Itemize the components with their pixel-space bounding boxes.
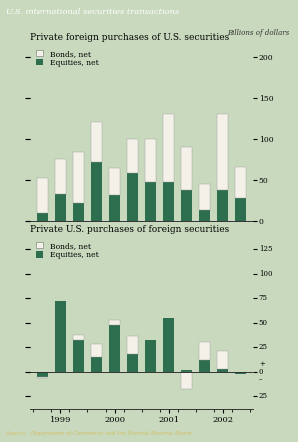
Text: Private foreign purchases of U.S. securities: Private foreign purchases of U.S. securi… bbox=[30, 33, 229, 42]
Bar bbox=[37, 372, 48, 377]
Text: Private U.S. purchases of foreign securities: Private U.S. purchases of foreign securi… bbox=[30, 225, 229, 234]
Text: U.S. international securities transactions: U.S. international securities transactio… bbox=[6, 8, 179, 16]
Bar bbox=[55, 159, 66, 194]
Bar bbox=[235, 372, 246, 373]
Bar bbox=[109, 194, 120, 221]
Bar bbox=[163, 114, 174, 182]
Bar bbox=[109, 320, 120, 324]
Bar bbox=[55, 194, 66, 221]
Bar bbox=[37, 213, 48, 221]
Bar bbox=[217, 114, 228, 190]
Bar bbox=[91, 357, 102, 372]
Bar bbox=[235, 167, 246, 198]
Bar bbox=[127, 139, 138, 173]
Bar bbox=[73, 152, 84, 203]
Bar bbox=[181, 372, 192, 389]
Bar bbox=[127, 173, 138, 221]
Bar bbox=[163, 182, 174, 221]
Bar bbox=[199, 342, 210, 360]
Bar bbox=[127, 336, 138, 354]
Legend: Bonds, net, Equities, net: Bonds, net, Equities, net bbox=[36, 242, 98, 259]
Bar bbox=[181, 147, 192, 190]
Bar bbox=[37, 178, 48, 213]
Bar bbox=[199, 360, 210, 372]
Bar bbox=[91, 162, 102, 221]
Bar bbox=[37, 377, 48, 378]
Bar bbox=[91, 344, 102, 357]
Bar bbox=[55, 301, 66, 372]
Bar bbox=[199, 184, 210, 210]
Text: Source.  Department of Commerce and the Federal Reserve Board.: Source. Department of Commerce and the F… bbox=[6, 431, 193, 436]
Bar bbox=[109, 324, 120, 372]
Bar bbox=[145, 340, 156, 372]
Bar bbox=[127, 354, 138, 372]
Bar bbox=[217, 190, 228, 221]
Bar bbox=[217, 351, 228, 369]
Text: Billions of dollars: Billions of dollars bbox=[227, 29, 289, 37]
Legend: Bonds, net, Equities, net: Bonds, net, Equities, net bbox=[36, 50, 98, 67]
Bar bbox=[181, 190, 192, 221]
Bar bbox=[199, 210, 210, 221]
Bar bbox=[145, 182, 156, 221]
Bar bbox=[73, 340, 84, 372]
Bar bbox=[73, 203, 84, 221]
Bar bbox=[181, 370, 192, 372]
Bar bbox=[73, 335, 84, 340]
Bar bbox=[109, 168, 120, 194]
Bar bbox=[163, 318, 174, 372]
Bar bbox=[145, 139, 156, 182]
Bar bbox=[217, 369, 228, 372]
Bar bbox=[91, 122, 102, 162]
Bar bbox=[235, 198, 246, 221]
